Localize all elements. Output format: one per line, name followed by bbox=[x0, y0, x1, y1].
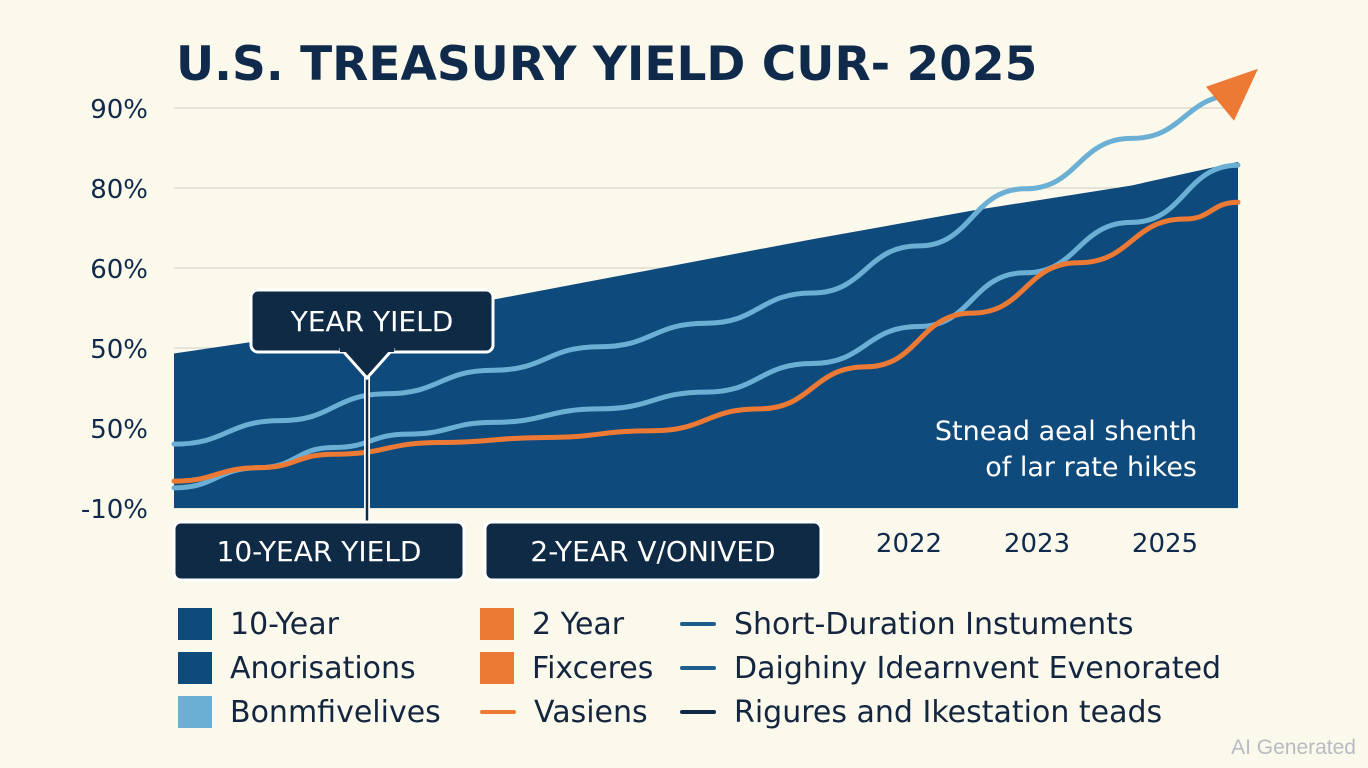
legend-item: Short-Duration Instuments bbox=[680, 604, 1134, 644]
legend-swatch bbox=[680, 710, 716, 714]
y-tick-label: 50% bbox=[90, 335, 148, 365]
y-axis-tick-labels: 90% 80% 60% 50% 50% -10% bbox=[81, 95, 148, 525]
legend-label: Rigures and Ikestation teads bbox=[734, 694, 1163, 730]
legend-label: Bonmfivelives bbox=[230, 694, 441, 730]
annotation-line-2: of lar rate hikes bbox=[985, 452, 1197, 483]
x-axis-tick-labels: 2022 2023 2025 bbox=[876, 529, 1198, 559]
legend-swatch bbox=[178, 696, 212, 728]
callout-year-yield: YEAR YIELD bbox=[249, 288, 495, 354]
trend-arrow-icon bbox=[1206, 68, 1258, 121]
legend-label: Anorisations bbox=[230, 650, 416, 686]
legend-swatch bbox=[178, 652, 212, 684]
legend-item: 2 Year bbox=[480, 604, 624, 644]
legend-swatch bbox=[480, 710, 516, 714]
chart-title: U.S. TREASURY YIELD CUR- 2025 bbox=[176, 37, 1037, 92]
series-layer bbox=[171, 68, 1258, 509]
legend-label: Short-Duration Instuments bbox=[734, 606, 1134, 642]
legend-item: Daighiny Idearnvent Evenorated bbox=[680, 648, 1221, 688]
legend-swatch bbox=[680, 666, 716, 670]
legend-label: Fixceres bbox=[532, 650, 654, 686]
x-tick-label: 2025 bbox=[1132, 529, 1198, 559]
area-series-0 bbox=[174, 161, 1238, 509]
legend-label: 10-Year bbox=[230, 606, 339, 642]
callout-tail-cover bbox=[340, 346, 394, 352]
y-tick-label: 90% bbox=[90, 95, 148, 125]
y-tick-label: 80% bbox=[90, 175, 148, 205]
callouts: YEAR YIELD 10-YEAR YIELD 2-YEAR V/ONIVED bbox=[172, 288, 823, 582]
legend-swatch bbox=[480, 652, 514, 684]
watermark: AI Generated bbox=[1231, 736, 1356, 759]
line-series-2 bbox=[171, 162, 1241, 491]
callout-year-yield-label: YEAR YIELD bbox=[290, 305, 454, 338]
x-tick-label: 2023 bbox=[1004, 529, 1070, 559]
legend-swatch bbox=[480, 608, 514, 640]
line-series-1 bbox=[171, 92, 1241, 447]
legend-swatch bbox=[680, 622, 716, 626]
legend: 10-Year Anorisations Bonmfivelives 2 Year Fi… bbox=[178, 604, 1238, 734]
x-tick-label: 2022 bbox=[876, 529, 942, 559]
legend-item: Rigures and Ikestation teads bbox=[680, 692, 1162, 732]
callout-10-year-yield-label: 10-YEAR YIELD bbox=[217, 535, 422, 568]
callout-2-year: 2-YEAR V/ONIVED bbox=[483, 520, 823, 582]
legend-label: Vasiens bbox=[534, 694, 648, 730]
annotation-line-1: Stnead aeal shenth bbox=[935, 416, 1197, 447]
legend-swatch bbox=[178, 608, 212, 640]
callout-2-year-label: 2-YEAR V/ONIVED bbox=[530, 535, 775, 568]
legend-label: Daighiny Idearnvent Evenorated bbox=[734, 650, 1222, 686]
legend-item: Anorisations bbox=[178, 648, 416, 688]
line-series-3 bbox=[171, 199, 1241, 484]
y-tick-label: 50% bbox=[90, 415, 148, 445]
legend-item: 10-Year bbox=[178, 604, 339, 644]
callout-10-year-yield: 10-YEAR YIELD bbox=[172, 520, 466, 582]
legend-label: 2 Year bbox=[532, 606, 625, 642]
legend-item: Bonmfivelives bbox=[178, 692, 441, 732]
legend-item: Vasiens bbox=[480, 692, 648, 732]
y-tick-label: 60% bbox=[90, 255, 148, 285]
y-tick-label: -10% bbox=[81, 495, 148, 525]
legend-item: Fixceres bbox=[480, 648, 653, 688]
